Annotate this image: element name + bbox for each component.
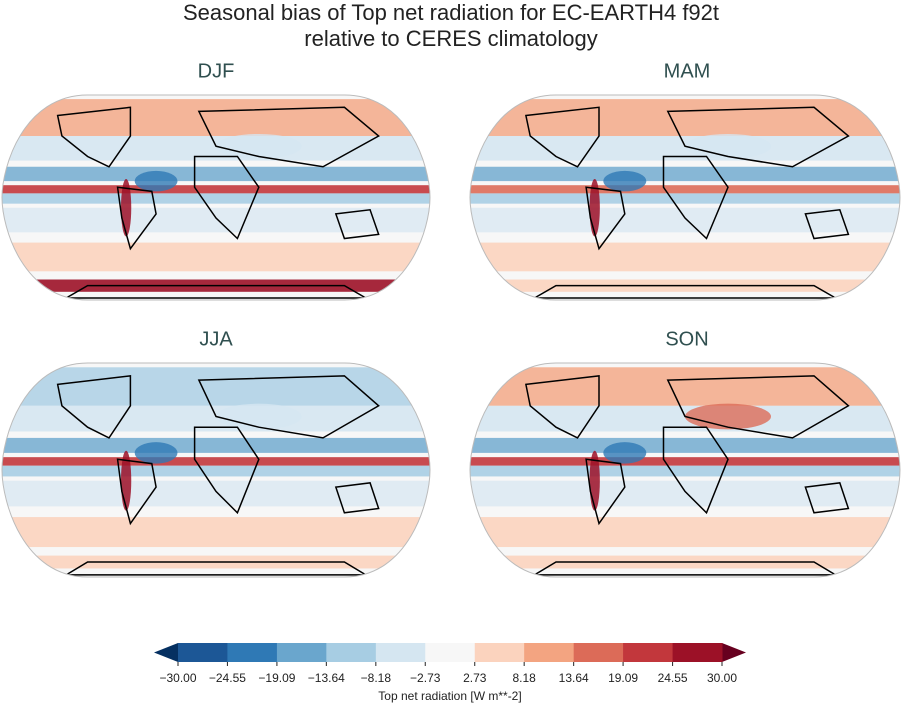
coastline (585, 458, 626, 526)
map-border (469, 362, 901, 578)
colorbar-label: Top net radiation [W m**-2] (378, 689, 521, 703)
field-blob (685, 403, 771, 430)
field-band (470, 457, 900, 466)
field-blob (215, 133, 302, 159)
coastline (662, 155, 729, 240)
colorbar-segment (623, 643, 674, 662)
field-band (470, 480, 900, 507)
coastline (666, 106, 850, 168)
coastline (804, 482, 850, 514)
field-band (2, 517, 430, 548)
field-band (470, 367, 900, 406)
coastline (334, 208, 380, 240)
colorbar-tick-label: −2.73 (410, 671, 441, 685)
field-band (470, 166, 900, 182)
map-border (469, 94, 901, 301)
colorbar-segment (375, 643, 426, 662)
field-band (2, 437, 430, 453)
map (470, 363, 900, 577)
coastline (116, 458, 157, 526)
field-band (470, 185, 900, 194)
colorbar-segment (425, 643, 476, 662)
map-border (1, 94, 431, 301)
colorbar-segment (227, 643, 278, 662)
colorbar-tick-label: 24.55 (658, 671, 688, 685)
field-band (2, 185, 430, 194)
coastline (197, 375, 380, 439)
coastline (804, 208, 850, 240)
colorbar-tick-label: 8.18 (512, 671, 536, 685)
panel-label: MAM (664, 60, 711, 82)
field-blob (685, 133, 771, 159)
field-band (470, 99, 900, 136)
coastline (334, 482, 380, 514)
colorbar-tick-label: −19.09 (258, 671, 295, 685)
colorbar-tick-label: −13.64 (308, 671, 345, 685)
coastline (585, 186, 626, 251)
map (2, 363, 430, 577)
coastline (662, 426, 729, 515)
title-line: relative to CERES climatology (304, 26, 597, 51)
colorbar-tick-label: 13.64 (559, 671, 589, 685)
colorbar-tick-label: 30.00 (707, 671, 737, 685)
field-band (2, 242, 430, 272)
panel-label: DJF (198, 60, 235, 82)
field-blob (134, 170, 178, 192)
colorbar-under (154, 643, 178, 662)
colorbar-tick-label: 2.73 (463, 671, 487, 685)
colorbar-tick-label: −30.00 (159, 671, 196, 685)
title-line: Seasonal bias of Top net radiation for E… (183, 0, 719, 25)
colorbar-tick-label: −8.18 (361, 671, 392, 685)
field-band (2, 99, 430, 136)
coastline (193, 155, 260, 240)
coastline (666, 375, 850, 439)
coastline (56, 106, 132, 168)
colorbar-segment (573, 643, 624, 662)
field-blob (603, 442, 647, 464)
panel-label: JJA (199, 328, 233, 350)
colorbar-segment (178, 643, 228, 662)
field-band (470, 517, 900, 548)
colorbar-segment (474, 643, 525, 662)
field-blob (603, 170, 647, 192)
coastline (56, 374, 132, 439)
field-band (2, 367, 430, 406)
field-band (2, 480, 430, 507)
map (470, 95, 900, 300)
coastline (193, 426, 260, 515)
colorbar-tick-label: 19.09 (608, 671, 638, 685)
field-blob (215, 403, 302, 430)
colorbar-tick-label: −24.55 (209, 671, 246, 685)
colorbar-over (722, 643, 746, 662)
field-band (2, 457, 430, 466)
colorbar-segment (672, 643, 723, 662)
map-border (1, 362, 431, 578)
field-band (2, 207, 430, 233)
colorbar-segment (276, 643, 327, 662)
field-band (2, 193, 430, 204)
coastline (197, 106, 380, 168)
coastline (524, 106, 600, 168)
field-band (470, 193, 900, 204)
field-band (470, 207, 900, 233)
coastline (116, 186, 157, 251)
field-band (2, 465, 430, 477)
field-blob (134, 442, 178, 464)
coastline (525, 374, 600, 439)
map (2, 95, 430, 300)
colorbar-segment (326, 643, 377, 662)
panel-label: SON (665, 328, 708, 350)
field-band (2, 166, 430, 182)
field-band (470, 437, 900, 453)
colorbar-segment (524, 643, 575, 662)
field-band (470, 465, 900, 477)
field-band (470, 242, 900, 272)
